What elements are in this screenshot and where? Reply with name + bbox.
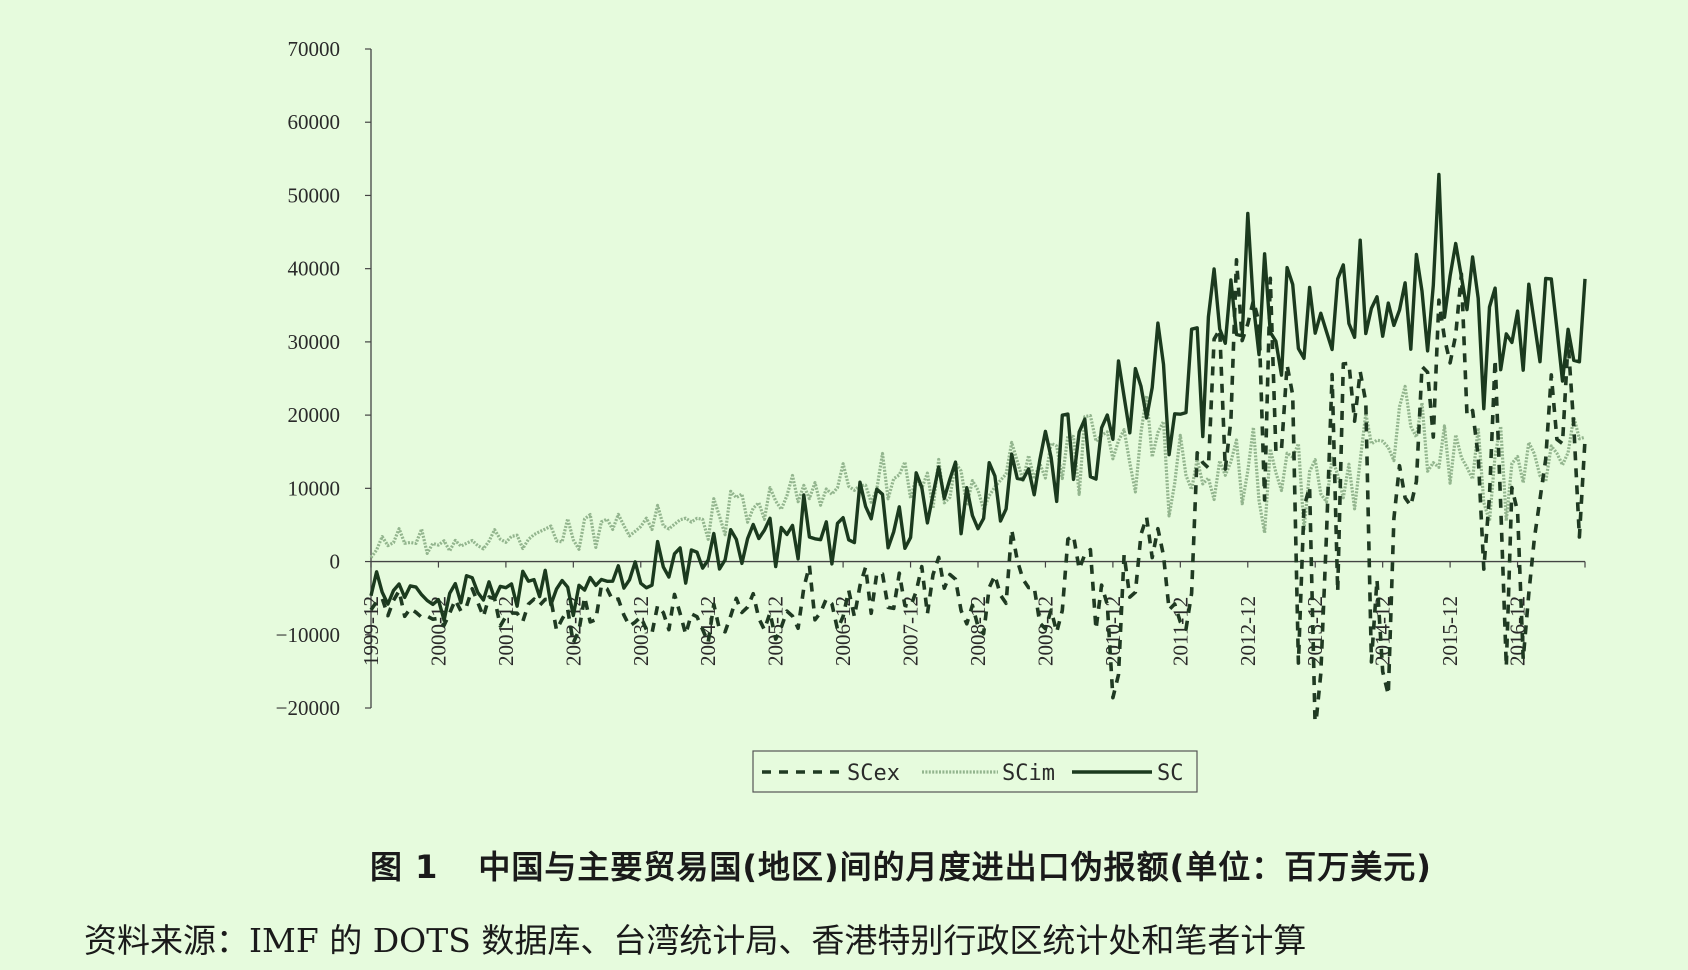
x-tick-label: 2012-12 [1236, 596, 1260, 666]
legend-box [752, 750, 1198, 793]
legend-label-sc: SC [1157, 761, 1184, 786]
y-tick-label: −10000 [276, 623, 340, 647]
legend-label-scex: SCex [847, 761, 900, 786]
legend: SCex SCim SC [752, 750, 1198, 793]
x-tick-label: 2003-12 [629, 596, 653, 666]
y-tick-label: −20000 [276, 696, 340, 720]
y-tick-label: 40000 [288, 257, 341, 281]
misreport-line-chart: 70000 60000 50000 40000 30000 20000 10000 0 −100… [276, 37, 1587, 793]
x-tick-label: 2009-12 [1033, 596, 1057, 666]
x-tick-label: 2004-12 [696, 596, 720, 666]
y-tick-label: 0 [330, 550, 341, 574]
y-tick-label: 60000 [288, 110, 341, 134]
source-note: 资料来源：IMF 的 DOTS 数据库、台湾统计局、香港特别行政区统计处和笔者计… [84, 921, 1307, 960]
x-tick-label: 2015-12 [1438, 596, 1462, 666]
y-tick-label: 20000 [288, 403, 341, 427]
figure-number: 图 1 [370, 848, 439, 886]
series-line-scex [369, 257, 1587, 720]
axes: 70000 60000 50000 40000 30000 20000 10000 0 −100… [276, 37, 1586, 720]
series-line-sc [369, 172, 1587, 622]
series-line-scim [369, 384, 1586, 559]
x-tick-label: 2008-12 [966, 596, 990, 666]
figure-title: 中国与主要贸易国(地区)间的月度进出口伪报额(单位：百万美元) [478, 848, 1432, 886]
x-tick-label: 1999-12 [359, 596, 383, 666]
y-tick-label: 30000 [288, 330, 341, 354]
x-tick-label: 2001-12 [494, 596, 518, 666]
y-tick-label: 10000 [288, 476, 341, 500]
x-tick-label: 2007-12 [899, 596, 923, 666]
series-layer [369, 172, 1587, 720]
y-tick-label: 70000 [288, 37, 341, 61]
x-tick-label: 2005-12 [764, 596, 788, 666]
legend-label-scim: SCim [1002, 761, 1055, 786]
x-tick-label: 2006-12 [831, 596, 855, 666]
y-tick-label: 50000 [288, 183, 341, 207]
figure-caption: 图 1 中国与主要贸易国(地区)间的月度进出口伪报额(单位：百万美元) [370, 842, 1432, 888]
